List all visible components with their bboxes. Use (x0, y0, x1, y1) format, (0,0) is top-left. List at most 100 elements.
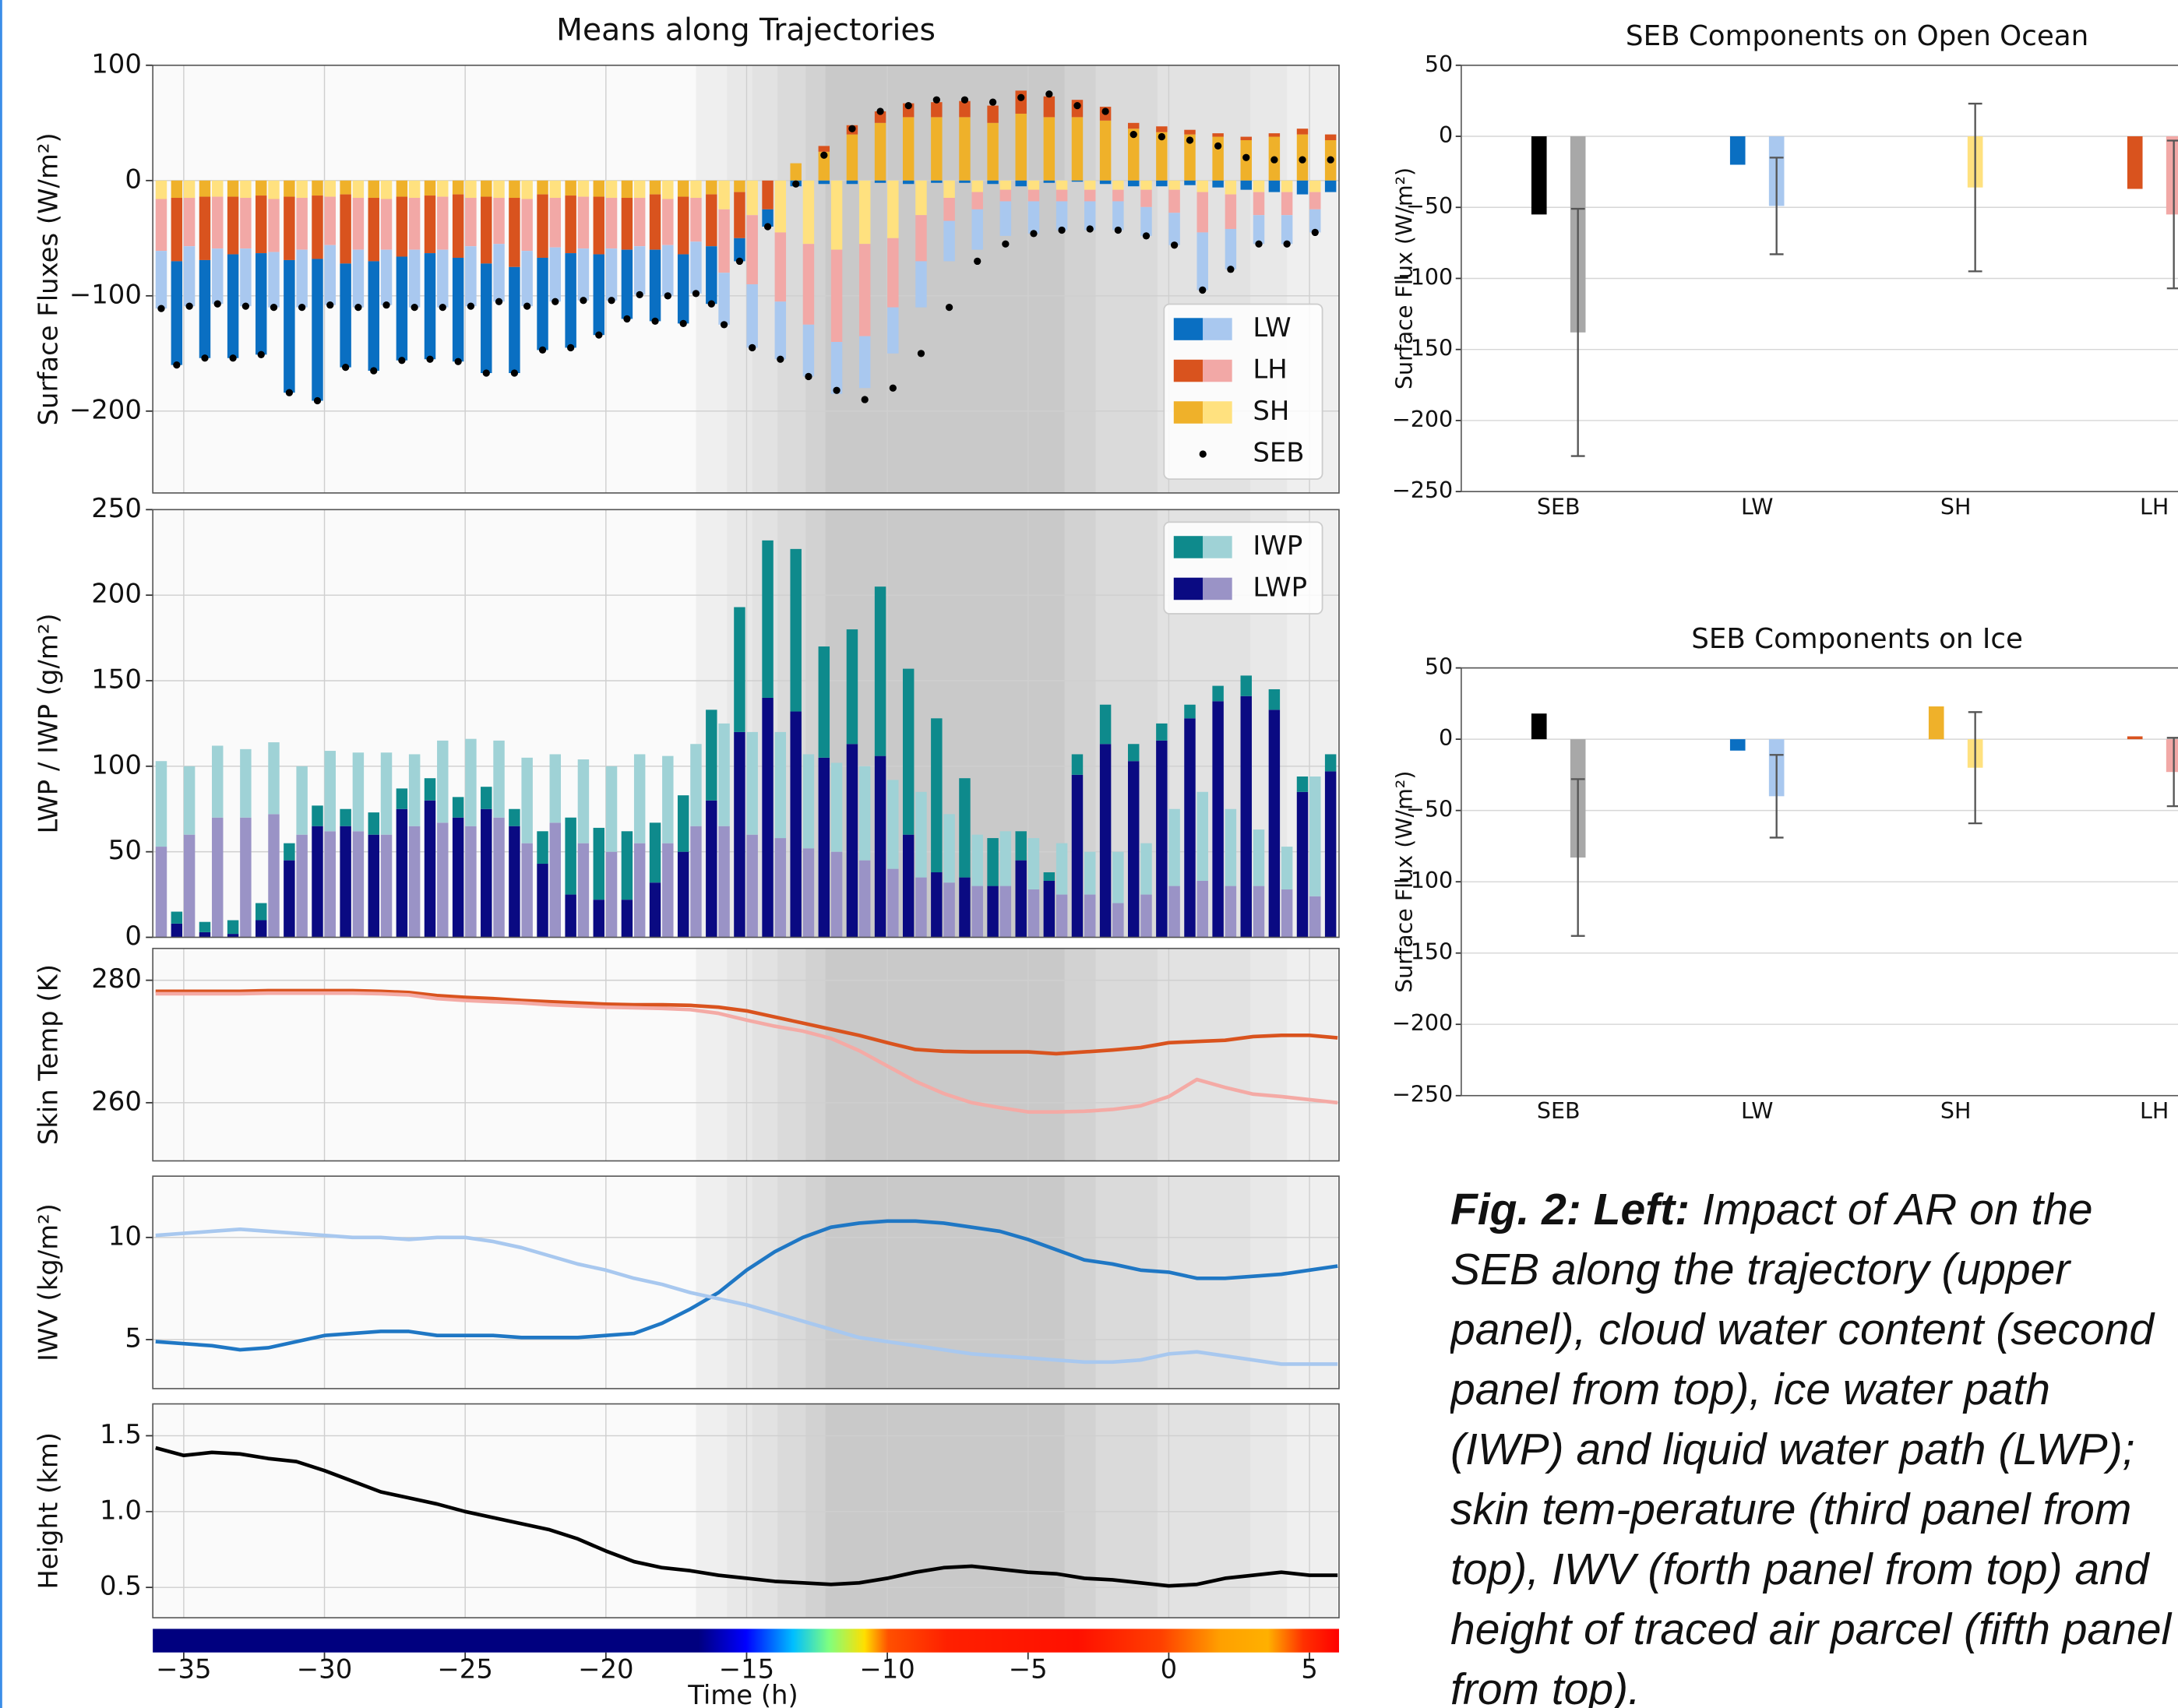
bar-segment (481, 196, 492, 264)
bar-segment (340, 180, 351, 195)
plot-frame (152, 1403, 1340, 1618)
bar-segment (437, 740, 449, 823)
seb-dot (623, 315, 631, 323)
bar-segment (846, 134, 858, 181)
seb-dot (749, 343, 756, 352)
bar-segment (509, 808, 520, 826)
x-tick-label: SEB (1537, 495, 1581, 520)
seb-dot (495, 298, 503, 305)
legend-swatch (1173, 536, 1204, 558)
bar-segment (971, 180, 983, 192)
seb-dot (904, 101, 912, 110)
bar-segment (887, 180, 899, 238)
bar-segment (1128, 761, 1140, 938)
bar-segment (818, 151, 830, 181)
seb-dot (370, 367, 378, 375)
seb-dot (285, 389, 294, 396)
bar-segment (368, 834, 379, 938)
seb-dot (173, 361, 181, 369)
bar-segment (677, 254, 689, 324)
bar-segment (774, 180, 787, 233)
bar-segment (690, 198, 702, 242)
bar-segment (521, 199, 533, 252)
bar-segment (183, 834, 196, 938)
y-tick-label: −100 (1392, 868, 1453, 893)
bar-segment (677, 851, 689, 938)
bar-segment (549, 180, 562, 199)
seb-dot (341, 363, 350, 372)
bar-segment (706, 246, 717, 305)
seb-dot (1158, 132, 1165, 141)
bar-segment (621, 198, 633, 250)
bar-segment (874, 180, 886, 183)
y-tick-label: 0 (1439, 725, 1453, 751)
seb-dot (1242, 153, 1250, 161)
bar-segment (396, 808, 408, 938)
bar-segment (565, 195, 576, 254)
bar-segment (987, 122, 999, 181)
bar-segment (199, 196, 211, 260)
seb-dot (960, 96, 969, 104)
error-bar (2166, 139, 2178, 290)
bar-segment (1196, 192, 1208, 233)
bar-segment (1156, 132, 1168, 181)
legend-swatch (1173, 359, 1204, 382)
bar-segment (915, 791, 927, 878)
bar-segment (718, 273, 730, 325)
bar (2166, 136, 2178, 215)
bar-segment (858, 860, 871, 938)
y-tick-label: −100 (1392, 264, 1453, 290)
y-axis-label: IWV (kg/m²) (33, 1203, 64, 1361)
bar-segment (324, 751, 336, 832)
bar-segment (959, 100, 971, 118)
bar-segment (396, 180, 408, 197)
y-tick-label: −250 (1392, 477, 1453, 503)
bar-segment (493, 817, 505, 938)
bar-segment (408, 180, 421, 199)
bar-segment (493, 180, 505, 199)
seb-dot (664, 292, 671, 300)
bar-segment (368, 812, 379, 835)
legend-swatch (1203, 577, 1232, 600)
bar-segment (1043, 880, 1056, 938)
y-tick-label: 50 (1425, 654, 1453, 680)
bar-segment (1324, 180, 1337, 192)
bar-segment (1112, 189, 1124, 202)
bar (1729, 739, 1746, 751)
seb-dot (1030, 230, 1038, 238)
bar-segment (621, 900, 633, 938)
bar-segment (1140, 189, 1152, 207)
bar-segment (577, 843, 590, 938)
bar-segment (971, 192, 983, 210)
bar-segment (408, 198, 421, 250)
line (155, 991, 1338, 1114)
bar-segment (199, 931, 211, 938)
bar-segment (1099, 704, 1112, 745)
y-tick-label: −100 (69, 279, 142, 309)
bar-segment (931, 102, 943, 118)
seb-dot (1058, 226, 1066, 234)
legend-swatch (1173, 401, 1204, 424)
bar-segment (677, 180, 689, 197)
bar-segment (931, 718, 943, 873)
bar-segment (593, 900, 605, 938)
x-tick-label: −10 (859, 1653, 915, 1684)
seb-dot (1101, 107, 1109, 115)
y-tick-label: 200 (91, 579, 142, 609)
error-bar (1968, 102, 1982, 273)
bar-segment (256, 195, 267, 254)
bar-segment (802, 324, 815, 377)
bar-segment (183, 180, 196, 199)
seb-dot (833, 386, 841, 394)
bar-segment (352, 752, 365, 832)
bar-segment (396, 788, 408, 809)
x-tick-label: LH (2140, 495, 2169, 520)
bar-segment (1112, 180, 1124, 190)
bar-segment (1324, 134, 1337, 141)
seb-dot (932, 96, 940, 104)
seb-dot (326, 301, 334, 309)
seb-dot (411, 303, 418, 312)
bar-segment (183, 198, 196, 247)
bar-segment (1056, 894, 1068, 938)
seb-dot (945, 303, 953, 312)
